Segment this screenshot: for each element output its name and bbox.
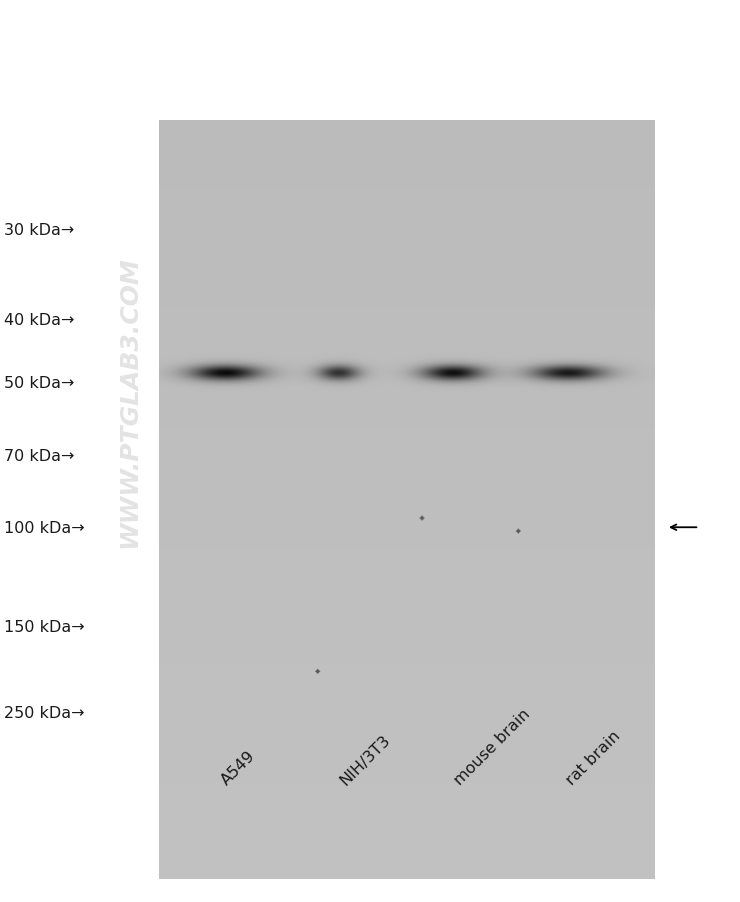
Text: 70 kDa→: 70 kDa→ — [4, 448, 74, 463]
Text: WWW.PTGLAB3.COM: WWW.PTGLAB3.COM — [118, 255, 141, 548]
Text: 150 kDa→: 150 kDa→ — [4, 620, 84, 634]
Text: 50 kDa→: 50 kDa→ — [4, 376, 74, 391]
Text: 40 kDa→: 40 kDa→ — [4, 313, 74, 327]
Text: mouse brain: mouse brain — [451, 706, 533, 787]
Text: 30 kDa→: 30 kDa→ — [4, 223, 74, 237]
Text: 250 kDa→: 250 kDa→ — [4, 705, 84, 720]
Text: rat brain: rat brain — [564, 728, 624, 787]
Text: 100 kDa→: 100 kDa→ — [4, 520, 84, 535]
Text: A549: A549 — [218, 748, 258, 787]
Text: NIH/3T3: NIH/3T3 — [337, 732, 393, 787]
